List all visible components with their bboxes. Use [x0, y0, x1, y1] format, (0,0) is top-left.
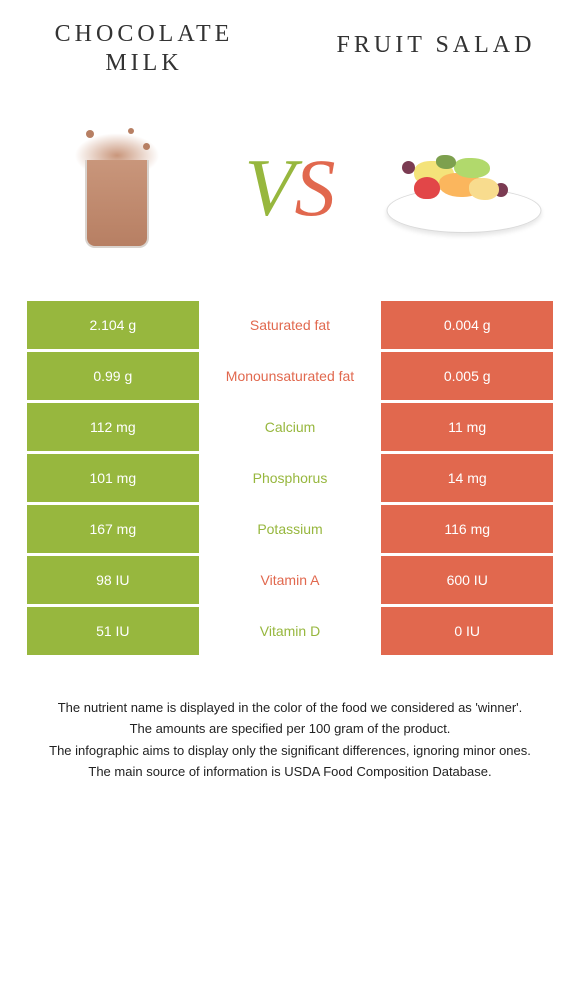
- cell-right: 600 IU: [381, 556, 553, 604]
- footer-line1: The nutrient name is displayed in the co…: [32, 698, 548, 718]
- cell-left: 101 mg: [27, 454, 199, 502]
- cell-right: 116 mg: [381, 505, 553, 553]
- chocolate-milk-icon: [34, 108, 199, 268]
- image-row: VS: [24, 88, 556, 298]
- title-left: CHOCOLATE MILK: [34, 20, 254, 78]
- table-row: 0.99 gMonounsaturated fat0.005 g: [27, 352, 553, 400]
- cell-left: 2.104 g: [27, 301, 199, 349]
- cell-left: 98 IU: [27, 556, 199, 604]
- cell-label: Vitamin D: [202, 607, 379, 655]
- table-row: 98 IUVitamin A600 IU: [27, 556, 553, 604]
- vs-v: V: [244, 142, 294, 233]
- nutrition-tbody: 2.104 gSaturated fat0.004 g0.99 gMonouns…: [27, 301, 553, 655]
- footer-line4: The main source of information is USDA F…: [32, 762, 548, 782]
- vs-label: VS: [244, 141, 335, 235]
- cell-label: Monounsaturated fat: [202, 352, 379, 400]
- cell-right: 0.004 g: [381, 301, 553, 349]
- cell-left: 0.99 g: [27, 352, 199, 400]
- title-left-line2: MILK: [34, 49, 254, 78]
- cell-label: Calcium: [202, 403, 379, 451]
- cell-label: Vitamin A: [202, 556, 379, 604]
- footer-line2: The amounts are specified per 100 gram o…: [32, 719, 548, 739]
- title-left-line1: CHOCOLATE: [34, 20, 254, 49]
- cell-left: 51 IU: [27, 607, 199, 655]
- cell-label: Potassium: [202, 505, 379, 553]
- vs-s: S: [295, 142, 336, 233]
- cell-right: 11 mg: [381, 403, 553, 451]
- table-row: 2.104 gSaturated fat0.004 g: [27, 301, 553, 349]
- nutrition-table: 2.104 gSaturated fat0.004 g0.99 gMonouns…: [24, 298, 556, 658]
- cell-label: Saturated fat: [202, 301, 379, 349]
- footer-line3: The infographic aims to display only the…: [32, 741, 548, 761]
- fruit-salad-icon: [381, 108, 546, 268]
- table-row: 51 IUVitamin D0 IU: [27, 607, 553, 655]
- cell-label: Phosphorus: [202, 454, 379, 502]
- cell-right: 0 IU: [381, 607, 553, 655]
- cell-right: 14 mg: [381, 454, 553, 502]
- cell-left: 112 mg: [27, 403, 199, 451]
- footer: The nutrient name is displayed in the co…: [24, 698, 556, 784]
- header: CHOCOLATE MILK FRUIT SALAD: [24, 20, 556, 88]
- cell-left: 167 mg: [27, 505, 199, 553]
- table-row: 167 mgPotassium116 mg: [27, 505, 553, 553]
- table-row: 112 mgCalcium11 mg: [27, 403, 553, 451]
- cell-right: 0.005 g: [381, 352, 553, 400]
- table-row: 101 mgPhosphorus14 mg: [27, 454, 553, 502]
- title-right: FRUIT SALAD: [326, 20, 546, 59]
